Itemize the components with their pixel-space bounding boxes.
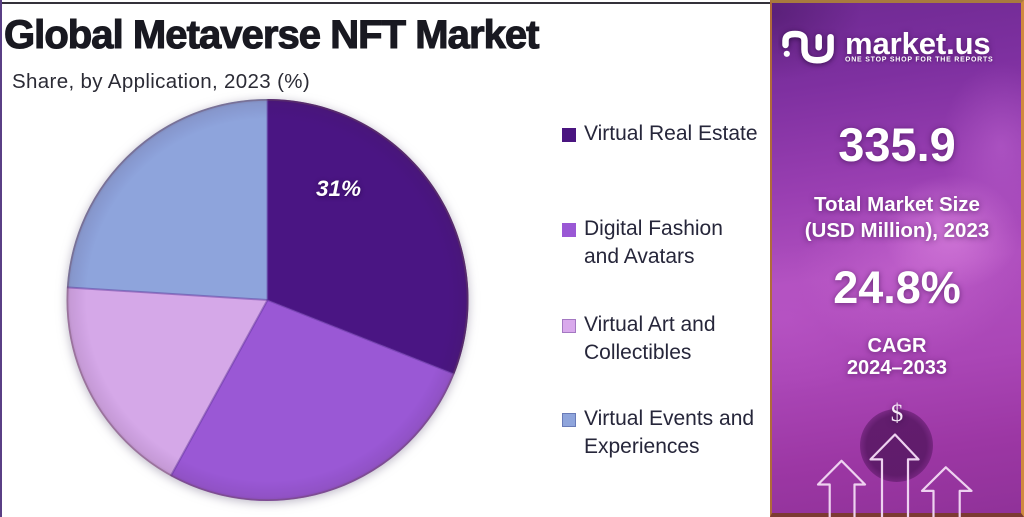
svg-text:31%: 31% [316,176,361,201]
